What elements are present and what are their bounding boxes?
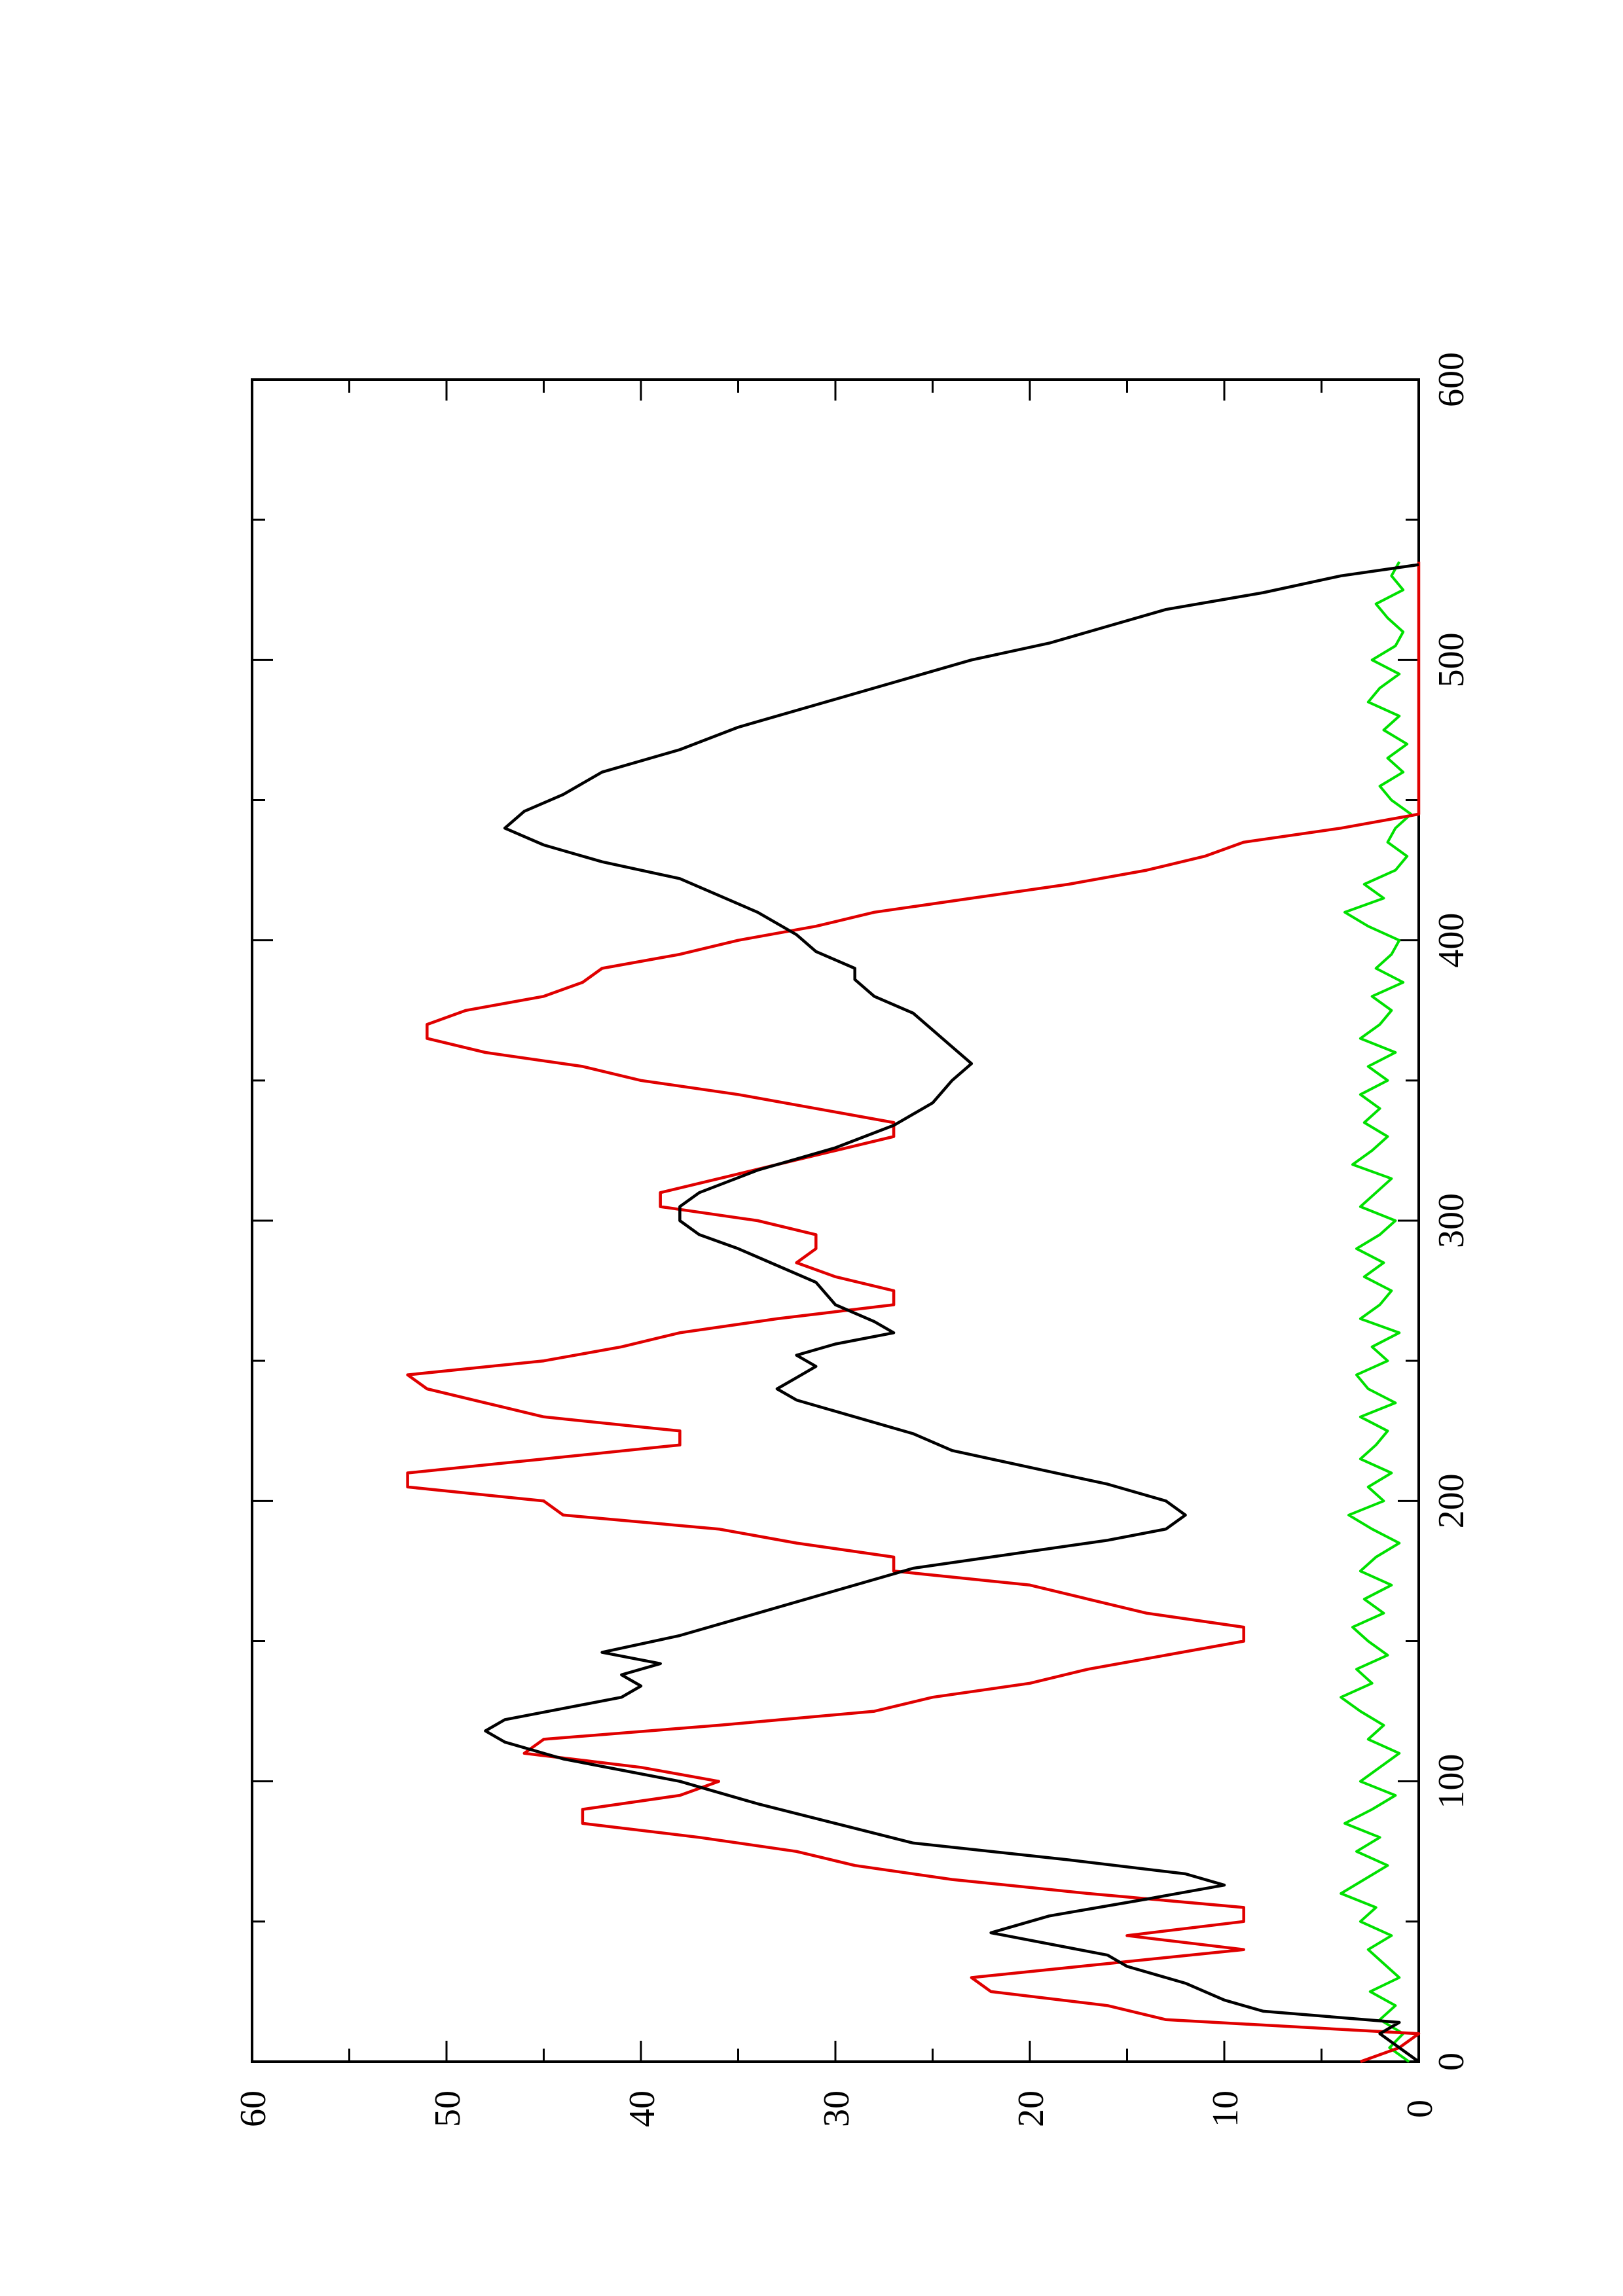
x-tick-label: 400 bbox=[1431, 913, 1472, 968]
y-tick-label: 10 bbox=[1205, 2090, 1246, 2127]
y-tick-label: 0 bbox=[1400, 2100, 1440, 2118]
series-line-red bbox=[406, 562, 1421, 2064]
y-tick-label: 50 bbox=[428, 2090, 468, 2127]
y-tick-label: 40 bbox=[622, 2090, 663, 2127]
y-tick-label: 30 bbox=[816, 2090, 857, 2127]
series-line-green bbox=[1340, 561, 1413, 2063]
y-tick-label: 60 bbox=[233, 2090, 274, 2127]
x-tick-label: 0 bbox=[1431, 2053, 1472, 2071]
series-line-black bbox=[484, 563, 1420, 2063]
tick-labels: 0 100 200 300 400 500 600 0 10 20 30 40 50 60 bbox=[233, 352, 1472, 2127]
tick-marks bbox=[251, 378, 1420, 2063]
x-tick-label: 600 bbox=[1431, 352, 1472, 407]
plot-frame bbox=[251, 378, 1420, 2063]
x-tick-label: 200 bbox=[1431, 1473, 1472, 1528]
x-tick-label: 300 bbox=[1431, 1193, 1472, 1248]
chart-axes bbox=[251, 378, 1420, 2063]
x-tick-label: 500 bbox=[1431, 632, 1472, 687]
series-lines bbox=[406, 561, 1421, 2064]
x-tick-label: 100 bbox=[1431, 1754, 1472, 1809]
y-tick-label: 20 bbox=[1011, 2090, 1051, 2127]
